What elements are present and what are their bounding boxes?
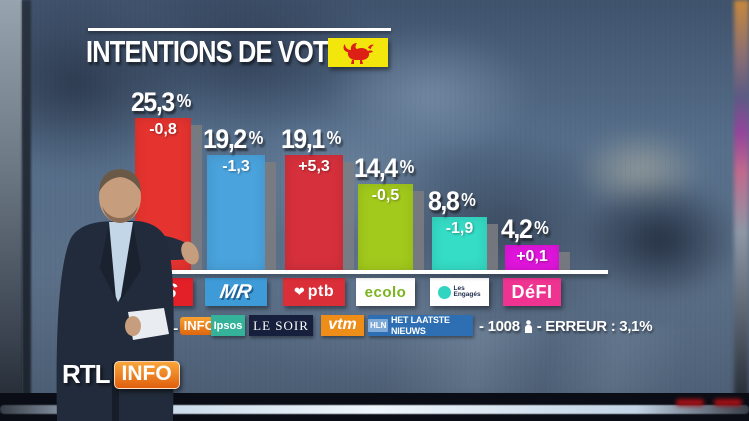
sample-and-error-text: - 1008 - ERREUR : 3,1%: [479, 316, 653, 336]
party-logo-text: MR: [218, 280, 254, 303]
percent-sign: %: [399, 157, 415, 177]
presenter-lapel: [120, 222, 141, 302]
page-title: INTENTIONS DE VOTE: [86, 34, 345, 69]
value-label-ptb: 19,1%: [281, 124, 341, 155]
party-logo-text: ptb: [307, 283, 335, 300]
walloon-rooster-flag-icon: [328, 38, 388, 67]
rtl-info-watermark: RTL INFO: [62, 359, 180, 390]
wall-light-reflection: [300, 325, 749, 395]
value-number: 19,1: [281, 124, 325, 154]
error-margin: - ERREUR : 3,1%: [536, 317, 653, 335]
party-logo-ptb: ❤ ptb: [283, 278, 345, 306]
party-logo-text: Les Engagés: [453, 284, 481, 298]
bar-les-engages: [432, 217, 487, 270]
value-number: 8,8: [428, 186, 460, 216]
change-label-ps: -0,8: [149, 121, 177, 138]
les-engages-circle-icon: [437, 285, 451, 299]
presenter-head: [99, 171, 141, 223]
value-number: 4,2: [501, 214, 533, 244]
presenter-legs: [112, 363, 119, 421]
value-number: 19,2: [203, 124, 247, 154]
change-label-ecolo: -0,5: [371, 187, 400, 204]
bar-ecolo: [358, 184, 413, 270]
percent-sign: %: [461, 190, 476, 210]
presenter-lapel: [100, 222, 116, 300]
percent-sign: %: [248, 128, 264, 148]
source-bar: RTL INFO Ipsos LE SOIR vtm HLN HET LAATS…: [0, 314, 749, 338]
party-logo-text: DéFI: [511, 281, 553, 302]
bar-mr: [207, 155, 265, 270]
value-label-les-engages: 8,8%: [428, 186, 476, 217]
party-logo-les-engages: Les Engagés: [430, 278, 489, 306]
le-soir-logo: LE SOIR: [249, 315, 313, 336]
percent-sign: %: [176, 91, 192, 111]
vtm-logo: vtm: [321, 315, 364, 336]
party-logo-defi: DéFI: [503, 278, 561, 306]
presenter-left-hand: [125, 316, 141, 336]
percent-sign: %: [534, 218, 549, 238]
floor-light-strip: [0, 405, 749, 414]
title-rule: [88, 28, 391, 31]
bar-ptb: [285, 155, 343, 270]
change-label-mr: -1,3: [222, 158, 250, 175]
wall-left-edge: [0, 0, 22, 421]
heart-icon: ❤: [293, 284, 305, 299]
change-label-defi: +0,1: [516, 248, 548, 265]
presenter-beard: [102, 206, 138, 223]
value-label-mr: 19,2%: [203, 124, 263, 155]
value-number: 25,3: [131, 87, 175, 117]
value-label-ps: 25,3%: [131, 87, 191, 118]
sample-size: - 1008: [479, 317, 520, 335]
rtl-info-badge: INFO: [179, 316, 219, 335]
bar-defi: [505, 245, 559, 270]
wall-right-edge: [734, 0, 749, 400]
percent-sign: %: [326, 128, 342, 148]
hln-badge: HLN: [368, 319, 389, 332]
chart-baseline: [124, 270, 608, 274]
rooster-icon: [343, 43, 374, 64]
presenter-hand: [181, 241, 199, 265]
presenter-hair: [99, 169, 141, 192]
het-laatste-nieuws-logo: HLN HET LAATSTE NIEUWS: [368, 314, 473, 337]
rtl-logo-text: RTL: [62, 359, 111, 389]
wall-left-seam: [22, 0, 31, 421]
party-logo-text: ecolo: [364, 283, 407, 301]
person-icon: [524, 319, 532, 333]
value-label-defi: 4,2%: [501, 214, 549, 245]
value-label-ecolo: 14,4%: [354, 153, 414, 184]
change-label-les-engages: -1,9: [445, 220, 474, 237]
ipsos-logo: Ipsos: [211, 315, 245, 336]
floor-red-light: [676, 399, 704, 406]
party-logo-ecolo: ecolo: [356, 278, 415, 306]
party-logo-mr: MR: [205, 278, 267, 306]
floor-red-light: [714, 399, 742, 406]
value-number: 14,4: [354, 153, 398, 183]
change-label-ptb: +5,3: [298, 158, 330, 175]
info-badge: INFO: [113, 360, 180, 389]
hln-text: HET LAATSTE NIEUWS: [391, 314, 451, 337]
